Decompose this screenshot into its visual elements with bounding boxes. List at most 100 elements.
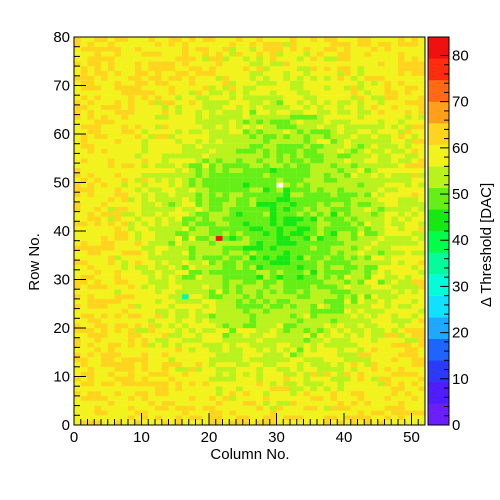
- heatmap-cell: [276, 167, 284, 173]
- heatmap-cell: [134, 420, 142, 426]
- heatmap-cell: [330, 129, 338, 135]
- heatmap-cell: [141, 352, 149, 358]
- heatmap-cell: [134, 342, 142, 348]
- heatmap-cell: [222, 90, 230, 96]
- heatmap-cell: [411, 400, 419, 406]
- heatmap-cell: [128, 328, 135, 333]
- heatmap-cell: [242, 221, 250, 227]
- heatmap-cell: [80, 143, 88, 149]
- heatmap-cell: [215, 66, 223, 72]
- heatmap-cell: [195, 386, 203, 392]
- heatmap-cell: [371, 337, 378, 343]
- heatmap-cell: [182, 109, 189, 115]
- heatmap-cell: [391, 337, 399, 343]
- heatmap-cell: [229, 56, 237, 62]
- heatmap-cell: [168, 269, 176, 275]
- heatmap-cell: [128, 134, 135, 139]
- heatmap-cell: [148, 274, 156, 280]
- heatmap-cell: [134, 70, 142, 76]
- heatmap-cell: [350, 216, 358, 222]
- heatmap-cell: [398, 264, 405, 270]
- heatmap-cell: [134, 90, 142, 96]
- heatmap-cell: [296, 182, 304, 188]
- heatmap-cell: [209, 37, 216, 42]
- heatmap-cell: [357, 90, 365, 96]
- heatmap-cell: [296, 104, 304, 110]
- heatmap-cell: [161, 70, 169, 76]
- heatmap-cell: [411, 366, 419, 372]
- heatmap-cell: [276, 206, 284, 212]
- heatmap-cell: [209, 405, 216, 411]
- heatmap-cell: [276, 231, 284, 236]
- heatmap-cell: [418, 395, 426, 401]
- heatmap-cell: [263, 90, 270, 96]
- heatmap-cell: [290, 366, 297, 372]
- heatmap-cell: [94, 250, 102, 256]
- heatmap-cell: [404, 328, 412, 333]
- heatmap-cell: [74, 187, 81, 193]
- heatmap-cell: [209, 318, 216, 324]
- heatmap-cell: [344, 361, 351, 367]
- heatmap-cell: [209, 231, 216, 236]
- heatmap-cell: [317, 211, 324, 217]
- heatmap-cell: [74, 197, 81, 203]
- heatmap-cell: [242, 95, 250, 101]
- heatmap-cell: [256, 381, 264, 387]
- heatmap-cell: [182, 182, 189, 188]
- heatmap-cell: [377, 187, 385, 193]
- heatmap-cell: [87, 46, 95, 52]
- heatmap-cell: [107, 260, 115, 266]
- heatmap-cell: [418, 289, 426, 295]
- heatmap-cell: [195, 245, 203, 251]
- heatmap-cell: [404, 337, 412, 343]
- heatmap-cell: [87, 328, 95, 333]
- heatmap-cell: [94, 289, 102, 295]
- heatmap-cell: [236, 129, 243, 135]
- heatmap-cell: [161, 211, 169, 217]
- heatmap-cell: [330, 255, 338, 261]
- heatmap-cell: [283, 167, 291, 173]
- heatmap-cell: [377, 420, 385, 426]
- heatmap-cell: [371, 318, 378, 324]
- heatmap-cell: [155, 124, 162, 130]
- heatmap-cell: [350, 279, 358, 285]
- heatmap-cell: [296, 405, 304, 411]
- heatmap-cell: [80, 134, 88, 139]
- heatmap-cell: [371, 231, 378, 236]
- heatmap-cell: [249, 41, 257, 47]
- heatmap-cell: [242, 342, 250, 348]
- heatmap-cell: [330, 245, 338, 251]
- heatmap-cell: [222, 221, 230, 227]
- heatmap-cell: [209, 284, 216, 290]
- heatmap-cell: [195, 318, 203, 324]
- heatmap-cell: [364, 37, 372, 42]
- heatmap-cell: [101, 328, 108, 333]
- heatmap-cell: [371, 85, 378, 91]
- heatmap-cell: [276, 391, 284, 397]
- heatmap-cell: [337, 167, 345, 173]
- heatmap-cell: [215, 104, 223, 110]
- heatmap-cell: [391, 264, 399, 270]
- heatmap-cell: [94, 211, 102, 217]
- heatmap-cell: [114, 221, 122, 227]
- heatmap-cell: [384, 308, 392, 314]
- heatmap-cell: [371, 386, 378, 392]
- heatmap-cell: [101, 124, 108, 130]
- heatmap-cell: [134, 240, 142, 246]
- heatmap-cell: [182, 129, 189, 135]
- heatmap-cell: [148, 211, 156, 217]
- heatmap-cell: [114, 332, 122, 338]
- heatmap-cell: [222, 386, 230, 392]
- heatmap-cell: [94, 158, 102, 164]
- heatmap-cell: [350, 138, 358, 144]
- heatmap-cell: [148, 391, 156, 397]
- heatmap-cell: [249, 371, 257, 377]
- heatmap-cell: [371, 56, 378, 62]
- heatmap-cell: [148, 318, 156, 324]
- heatmap-cell: [263, 264, 270, 270]
- heatmap-cell: [276, 337, 284, 343]
- heatmap-cell: [404, 371, 412, 377]
- heatmap-cell: [202, 129, 210, 135]
- heatmap-cell: [155, 231, 162, 236]
- heatmap-cell: [337, 134, 345, 139]
